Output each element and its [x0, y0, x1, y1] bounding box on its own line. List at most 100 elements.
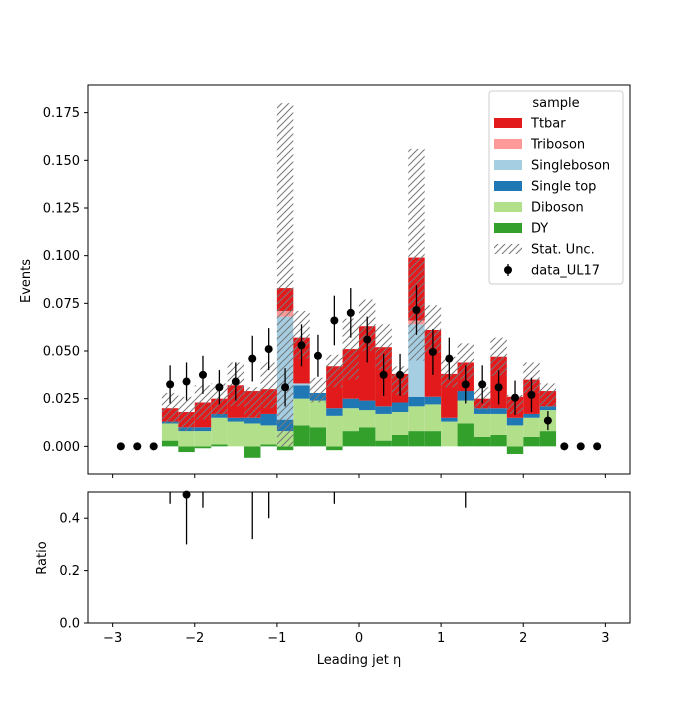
data-point: [428, 347, 437, 356]
legend-swatch: [494, 202, 522, 212]
bar-single-top: [441, 417, 458, 422]
data-point: [461, 380, 470, 389]
data-point: [264, 345, 273, 354]
legend-swatch: [494, 181, 522, 191]
bar-single-top: [408, 396, 425, 407]
bar-dy: [293, 425, 310, 447]
bar-single-top: [244, 417, 261, 424]
legend-label: Single top: [531, 180, 596, 195]
legend-entry: data_UL17: [504, 264, 600, 279]
bar-single-top: [506, 417, 524, 426]
bar-diboson: [490, 413, 507, 435]
bar-diboson: [506, 425, 524, 447]
main-y-axis-label: Events: [19, 259, 34, 303]
ratio-x-ticks: −3 −2 −1 0 1 2 3: [103, 623, 610, 646]
bar-diboson: [326, 415, 343, 447]
bar-diboson: [391, 412, 409, 435]
bar-dy: [408, 431, 425, 447]
bar-diboson: [227, 421, 245, 447]
bar-dy: [260, 444, 277, 447]
bar-diboson: [408, 406, 425, 432]
ratio-y-tick-label: 0.2: [59, 564, 80, 579]
bar-dy: [178, 446, 195, 453]
data-point: [330, 316, 339, 325]
ratio-plot-panel: 0.0 0.2 0.4 −3 −2 −1 0 1 2 3 Ratio Leading jet η: [35, 490, 631, 668]
legend-label: data_UL17: [531, 264, 600, 279]
bar-diboson: [375, 413, 392, 441]
bar-dy: [457, 423, 474, 447]
bar-diboson: [359, 410, 376, 428]
stat-unc-hatch: [490, 337, 507, 376]
stat-unc-hatch: [161, 392, 179, 424]
data-point: [281, 383, 290, 392]
bar-diboson: [260, 425, 277, 445]
bar-single-top: [326, 408, 343, 416]
stat-unc-hatch: [244, 387, 261, 418]
bar-dy: [342, 431, 359, 447]
x-tick-label: −1: [267, 631, 286, 646]
stat-unc-hatch: [194, 385, 212, 420]
data-point: [494, 383, 503, 392]
stat-unc-hatch: [342, 318, 359, 380]
bar-dy: [473, 436, 491, 447]
data-point: [198, 370, 207, 379]
data-point: [511, 393, 520, 402]
legend-entry: Stat. Unc.: [494, 243, 595, 258]
bar-diboson: [457, 400, 474, 424]
bar-dy: [391, 434, 409, 447]
main-x-ticks: [112, 474, 606, 478]
main-plot-panel: 0.000 0.025 0.050 0.075 0.100 0.125 0.150 0.175…: [19, 84, 631, 478]
bar-single-top: [424, 396, 442, 405]
bar-dy: [375, 440, 392, 447]
ratio-y-axis-label: Ratio: [35, 541, 50, 574]
legend-label: Diboson: [531, 201, 584, 216]
data-point: [543, 416, 552, 425]
data-point: [576, 442, 585, 451]
bar-diboson: [441, 421, 458, 447]
stat-unc-hatch: [408, 148, 425, 361]
bar-single-top: [539, 406, 557, 411]
bar-dy: [506, 446, 524, 454]
data-point: [560, 442, 569, 451]
bar-single-top: [342, 398, 359, 409]
legend-frame: [488, 90, 624, 285]
stat-unc-hatch: [539, 383, 557, 407]
ratio-points: [169, 490, 467, 545]
bar-single-top: [523, 413, 540, 418]
legend-entry: Single top: [494, 180, 596, 195]
legend-entry: Ttbar: [494, 117, 566, 132]
legend-label: Ttbar: [530, 117, 566, 132]
bar-singleboson: [293, 383, 310, 386]
bar-dy: [194, 446, 212, 449]
legend-label: DY: [531, 222, 548, 237]
data-point: [149, 442, 158, 451]
bar-diboson: [342, 408, 359, 432]
data-point: [593, 442, 602, 451]
bar-diboson: [194, 431, 212, 447]
ratio-y-tick-label: 0.0: [59, 617, 80, 632]
bar-single-top: [194, 427, 212, 432]
bar-diboson: [523, 417, 540, 437]
data-point: [313, 351, 322, 360]
data-point: [215, 383, 224, 392]
stat-unc-hatch: [178, 396, 195, 432]
bar-diboson: [211, 417, 228, 445]
data-point: [133, 442, 142, 451]
bar-diboson: [473, 413, 491, 437]
bar-dy: [523, 436, 540, 447]
data-point: [527, 390, 536, 399]
data-point: [116, 442, 125, 451]
legend-entry: Singleboson: [494, 159, 610, 174]
y-tick-label: 0.075: [43, 297, 80, 312]
x-tick-label: 2: [519, 631, 527, 646]
bar-single-top: [359, 400, 376, 411]
data-point: [346, 308, 355, 317]
x-tick-label: 0: [355, 631, 363, 646]
data-point: [297, 341, 306, 350]
legend-swatch: [494, 118, 522, 128]
data-point: [363, 335, 372, 344]
y-tick-label: 0.125: [43, 201, 80, 216]
x-tick-label: −3: [103, 631, 122, 646]
stat-unc-hatch: [326, 354, 343, 388]
main-y-ticks: 0.000 0.025 0.050 0.075 0.100 0.125 0.150 0.175: [43, 106, 88, 455]
